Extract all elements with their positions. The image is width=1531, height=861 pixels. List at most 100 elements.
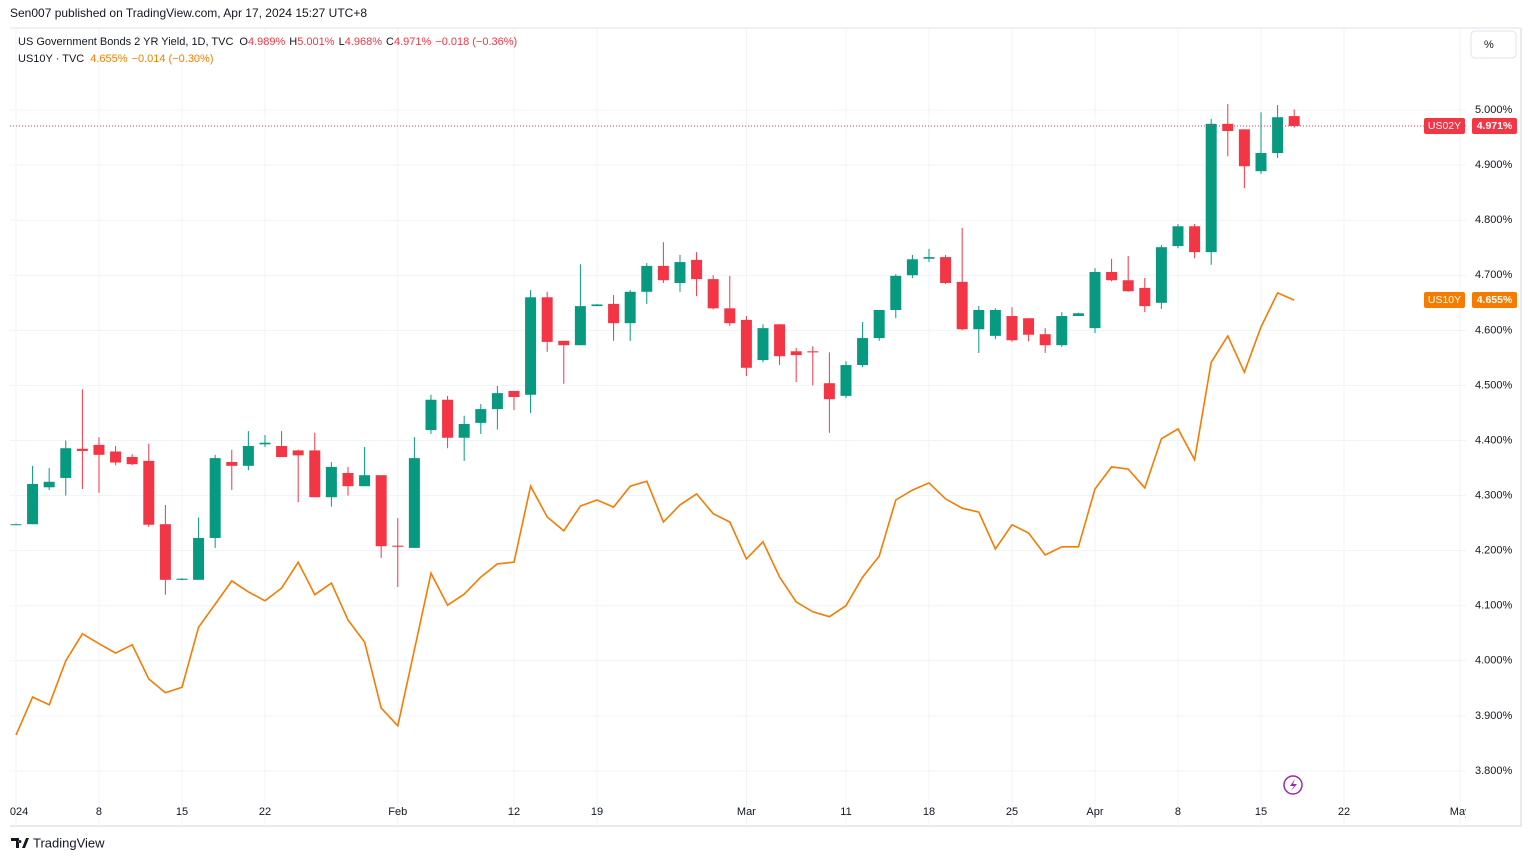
candle-body [807,351,819,353]
candle-body [276,446,288,458]
y-tick-label: 4.100% [1475,600,1513,612]
candle-body [392,545,404,547]
legend-text: C [386,36,394,48]
y-tick-label: 4.900% [1475,159,1513,171]
candle-body [691,259,703,280]
candle-body [757,328,769,361]
candle-body [940,257,952,283]
price-tag-value: 4.971% [1477,120,1513,132]
legend-text: US Government Bonds 2 YR Yield, 1D, TVC [18,36,233,48]
candle-body [242,446,254,466]
legend-text: 4.968% [345,36,383,48]
candle-body [126,457,138,465]
candle-body [1238,129,1250,167]
x-tick-label: 22 [1338,806,1350,818]
candle-body [193,537,205,580]
legend: US Government Bonds 2 YR Yield, 1D, TVC O… [18,36,517,65]
legend-text: O [239,36,248,48]
candle-body [458,423,470,438]
legend-line: US Government Bonds 2 YR Yield, 1D, TVC O… [18,36,517,48]
candle-body [707,279,719,309]
candle-body [1039,334,1051,346]
lightning-icon[interactable] [1283,775,1303,795]
candle-body [442,399,454,438]
candle-body [43,481,55,488]
candle-body [176,578,188,580]
candle-body [1205,123,1217,253]
candle-body [558,340,570,346]
candle-body [823,383,835,400]
candle-body [1006,316,1018,341]
legend-text: L [339,36,345,48]
candle-body [60,448,72,478]
price-tag-value-bg [1472,118,1517,135]
candle-body [906,259,918,276]
candle-body [790,351,802,356]
legend-text: H [289,36,297,48]
candle-body [840,365,852,396]
candle-body [110,451,122,463]
candle-body [1189,226,1201,253]
x-tick-label: 11 [840,806,851,818]
x-tick-label: May [1450,806,1471,818]
y-axis: 3.800% 3.900% 4.000% 4.100% 4.200% 4.300% 4.40… [1475,104,1513,777]
candle-body [574,306,586,346]
candle-body [508,390,520,397]
candle-body [674,262,686,283]
candle-body [923,257,935,259]
scale-button[interactable] [1470,30,1517,59]
legend-text: 4.989% [248,36,286,48]
legend-text: 5.001% [297,36,335,48]
candle-body [1222,123,1234,131]
x-tick-label: 22 [259,806,271,818]
candle-body [1089,271,1101,329]
icon-bolt[interactable] [1290,779,1297,791]
candle-body [209,458,221,538]
candle-body [624,291,636,324]
legend-text: US10Y · TVC [18,53,84,65]
candle-body [724,308,736,324]
y-tick-label: 5.000% [1475,104,1513,116]
scale-button-label[interactable]: % [1484,39,1494,51]
x-tick-label: 2024 [4,806,28,818]
plot-area [10,104,1466,736]
y-tick-label: 4.700% [1475,269,1513,281]
candle-body [325,466,337,498]
candle-body [608,303,620,324]
y-tick-label: 4.600% [1475,324,1513,336]
x-axis: 2024 8 15 22 Feb 12 19 Mar 11 18 25 Apr 8 15 22 May [4,806,1471,818]
candle-body [475,409,487,423]
yield-line [15,291,1295,736]
candle-body [1255,153,1267,172]
candle-body [1172,226,1184,247]
candle-body [1155,247,1167,303]
brand-logo [11,838,29,848]
x-tick-label: Apr [1086,806,1103,818]
candle-body [1023,318,1035,335]
price-tag-name: US10Y [1428,294,1461,306]
x-tick-label: Feb [388,806,407,818]
candle-body [93,444,105,455]
price-tag-name-bg [1424,292,1465,309]
price-tag-value: 4.655% [1477,294,1513,306]
candle-body [76,448,88,451]
x-tick-label: 25 [1006,806,1018,818]
x-tick-label: Mar [737,806,756,818]
candle-body [657,265,669,281]
candle-body [159,524,171,580]
y-tick-label: 4.200% [1475,545,1513,557]
candle-body [989,309,1001,336]
icon-circle[interactable] [1283,775,1303,795]
candle-body [873,309,885,339]
price-tag-value-bg [1472,292,1517,309]
candle-body [956,281,968,330]
grid [10,28,1466,826]
legend-line: US10Y · TVC 4.655% −0.014 (−0.30%) [18,53,214,65]
price-tag-name-bg [1424,118,1465,135]
candle-body [774,324,786,357]
y-tick-label: 4.300% [1475,489,1513,501]
candle-body [525,297,537,395]
